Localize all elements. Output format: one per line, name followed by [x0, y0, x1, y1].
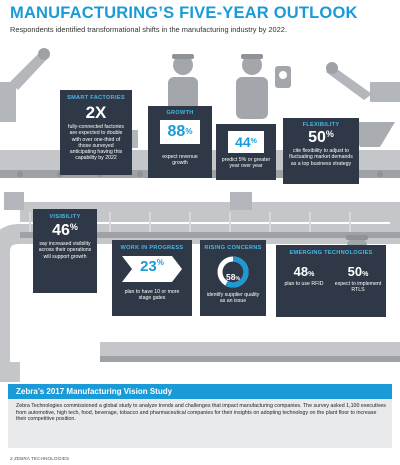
stat-value: 50 — [308, 129, 326, 146]
card-emerging-technologies: EMERGING TECHNOLOGIES 48% plan to use RF… — [276, 245, 386, 317]
pct-sign: % — [325, 129, 334, 139]
percent-ring-chart — [217, 256, 249, 288]
pct-sign: % — [250, 138, 257, 145]
stat-text: predict 5% or greater year over year — [221, 157, 271, 170]
stat-value: 44 — [235, 134, 251, 150]
conveyor-belt-bottom — [100, 342, 400, 362]
card-label: WORK IN PROGRESS — [120, 245, 184, 251]
stat-value: 46 — [52, 222, 70, 239]
stat-text: say increased visibility across their op… — [38, 241, 92, 260]
card-smart-factories: SMART FACTORIES 2X fully-connected facto… — [60, 90, 132, 175]
robot-arm-right-icon — [326, 62, 400, 147]
stat-value: 50 — [347, 264, 363, 279]
worker-icon — [236, 54, 268, 119]
card-visibility: VISIBILITY 46% say increased visibility … — [33, 209, 97, 293]
stat-value: 58 — [226, 272, 236, 282]
card-label: EMERGING TECHNOLOGIES — [289, 250, 373, 256]
rfid-stat: 48% plan to use RFID — [278, 263, 330, 287]
card-growth: GROWTH 88% expect revenue growth — [148, 106, 212, 178]
pct-sign: % — [185, 127, 193, 136]
stat-text: fully-connected factories are expected t… — [68, 124, 124, 162]
card-label: SMART FACTORIES — [67, 95, 125, 101]
rtls-stat: 50% expect to implement RTLS — [332, 263, 384, 294]
page-footer: 2 ZEBRA TECHNOLOGIES — [10, 457, 70, 462]
stat-line: 23% — [112, 258, 192, 276]
page-title: MANUFACTURING’S FIVE-YEAR OUTLOOK — [10, 4, 358, 22]
pct-sign: % — [362, 271, 369, 278]
card-label: FLEXIBILITY — [302, 122, 340, 128]
card-growth-secondary: 44% predict 5% or greater year over year — [216, 124, 276, 180]
stat-value: 88 — [167, 123, 186, 140]
pct-sign: % — [235, 276, 240, 282]
card-label: VISIBILITY — [49, 214, 81, 220]
stat-value: 48 — [293, 264, 309, 279]
card-label: RISING CONCERNS — [204, 245, 262, 251]
stat-text: expect revenue growth — [162, 154, 198, 167]
study-body: Zebra Technologies commissioned a global… — [16, 403, 386, 423]
stat-text: cite flexibility to adjust to fluctuatin… — [289, 148, 353, 167]
stat-line: 46% — [33, 222, 97, 240]
card-flexibility: FLEXIBILITY 50% cite flexibility to adju… — [283, 118, 359, 184]
stat-text: plan to have 10 or more stage gates — [124, 289, 180, 302]
location-pin-icon — [275, 66, 291, 88]
pct-sign: % — [156, 258, 164, 267]
pct-sign: % — [69, 222, 78, 232]
stat-line: 50% — [283, 129, 359, 147]
stage-gate-arrow-icon — [122, 256, 182, 282]
card-label: GROWTH — [166, 110, 194, 116]
pct-sign: % — [308, 271, 315, 278]
card-rising-concerns: RISING CONCERNS 58% identify supplier qu… — [200, 240, 266, 316]
robot-arm-left-icon — [0, 48, 50, 122]
stat-line: 58% — [216, 267, 250, 285]
stat-value: 23 — [140, 258, 157, 275]
conveyor-belt-middle — [0, 202, 400, 382]
study-heading: Zebra’s 2017 Manufacturing Vision Study — [8, 384, 392, 399]
stat-value: 2X — [85, 103, 107, 122]
stat-box: 44% — [228, 131, 264, 153]
card-work-in-progress: WORK IN PROGRESS 23% plan to have 10 or … — [112, 240, 192, 316]
page-subtitle: Respondents identified transformational … — [10, 25, 287, 34]
stat-text: expect to implement RTLS — [334, 281, 382, 294]
stat-box: 88% — [160, 120, 200, 144]
stat-text: identify supplier quality as an issue — [206, 292, 260, 305]
stat-text: plan to use RFID — [284, 281, 324, 287]
